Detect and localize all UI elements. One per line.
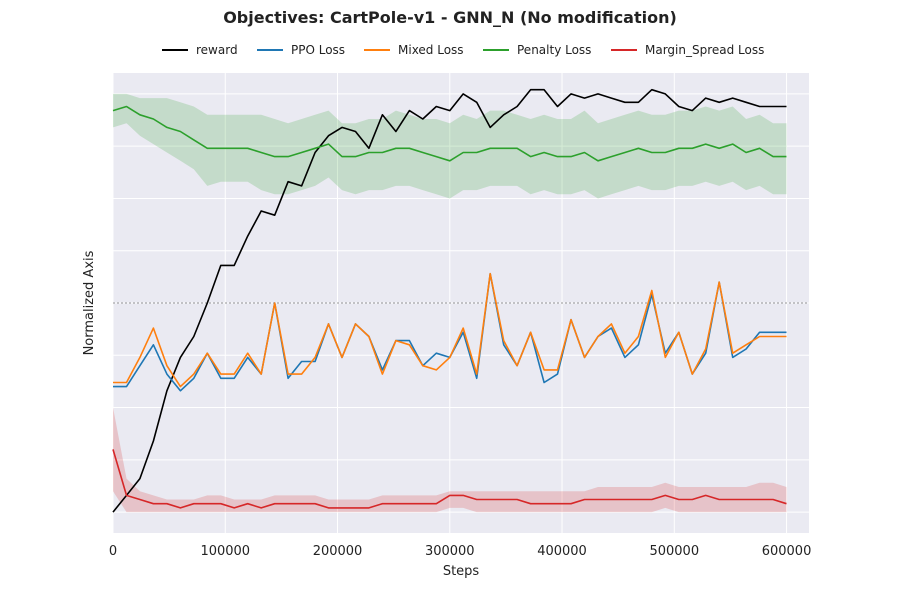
legend-item-margin-spread-loss: Margin_Spread Loss xyxy=(611,40,764,60)
penalty-loss-band xyxy=(113,93,787,199)
series-lines xyxy=(112,88,787,513)
legend-item-reward: reward xyxy=(162,40,238,60)
legend-swatch-mixed-loss xyxy=(364,49,390,51)
legend-item-penalty-loss: Penalty Loss xyxy=(483,40,591,60)
legend-item-mixed-loss: Mixed Loss xyxy=(364,40,464,60)
legend: reward PPO Loss Mixed Loss Penalty Loss … xyxy=(0,40,900,62)
legend-swatch-reward xyxy=(162,49,188,51)
y-axis-label: Normalized Axis xyxy=(82,250,97,355)
x-tick-labels: 0 100000 200000 300000 400000 500000 600000 xyxy=(109,544,812,559)
confidence-bands xyxy=(113,93,787,513)
legend-swatch-ppo-loss xyxy=(257,49,283,51)
penalty-loss-line xyxy=(112,105,787,162)
margin-spread-loss-band xyxy=(113,407,787,513)
chart-title: Objectives: CartPole-v1 - GNN_N (No modi… xyxy=(223,8,677,27)
legend-label-margin-spread-loss: Margin_Spread Loss xyxy=(645,43,765,57)
margin-spread-loss-line xyxy=(112,449,787,509)
x-tick-label: 300000 xyxy=(425,544,475,559)
legend-swatch-penalty-loss xyxy=(483,49,509,51)
x-tick-label: 0 xyxy=(109,544,117,559)
mixed-loss-line xyxy=(113,272,787,388)
legend-swatch-margin-spread-loss xyxy=(611,49,637,51)
x-axis-label: Steps xyxy=(443,564,480,579)
legend-label-reward: reward xyxy=(196,43,238,57)
legend-label-ppo-loss: PPO Loss xyxy=(291,43,346,57)
legend-label-penalty-loss: Penalty Loss xyxy=(517,43,592,57)
x-tick-label: 200000 xyxy=(313,544,363,559)
x-tick-label: 500000 xyxy=(649,544,699,559)
x-tick-label: 600000 xyxy=(762,544,812,559)
x-tick-label: 100000 xyxy=(200,544,250,559)
grid-lines xyxy=(112,73,809,533)
legend-item-ppo-loss: PPO Loss xyxy=(257,40,345,60)
x-tick-label: 400000 xyxy=(537,544,587,559)
legend-label-mixed-loss: Mixed Loss xyxy=(398,43,464,57)
reward-line xyxy=(112,88,787,513)
